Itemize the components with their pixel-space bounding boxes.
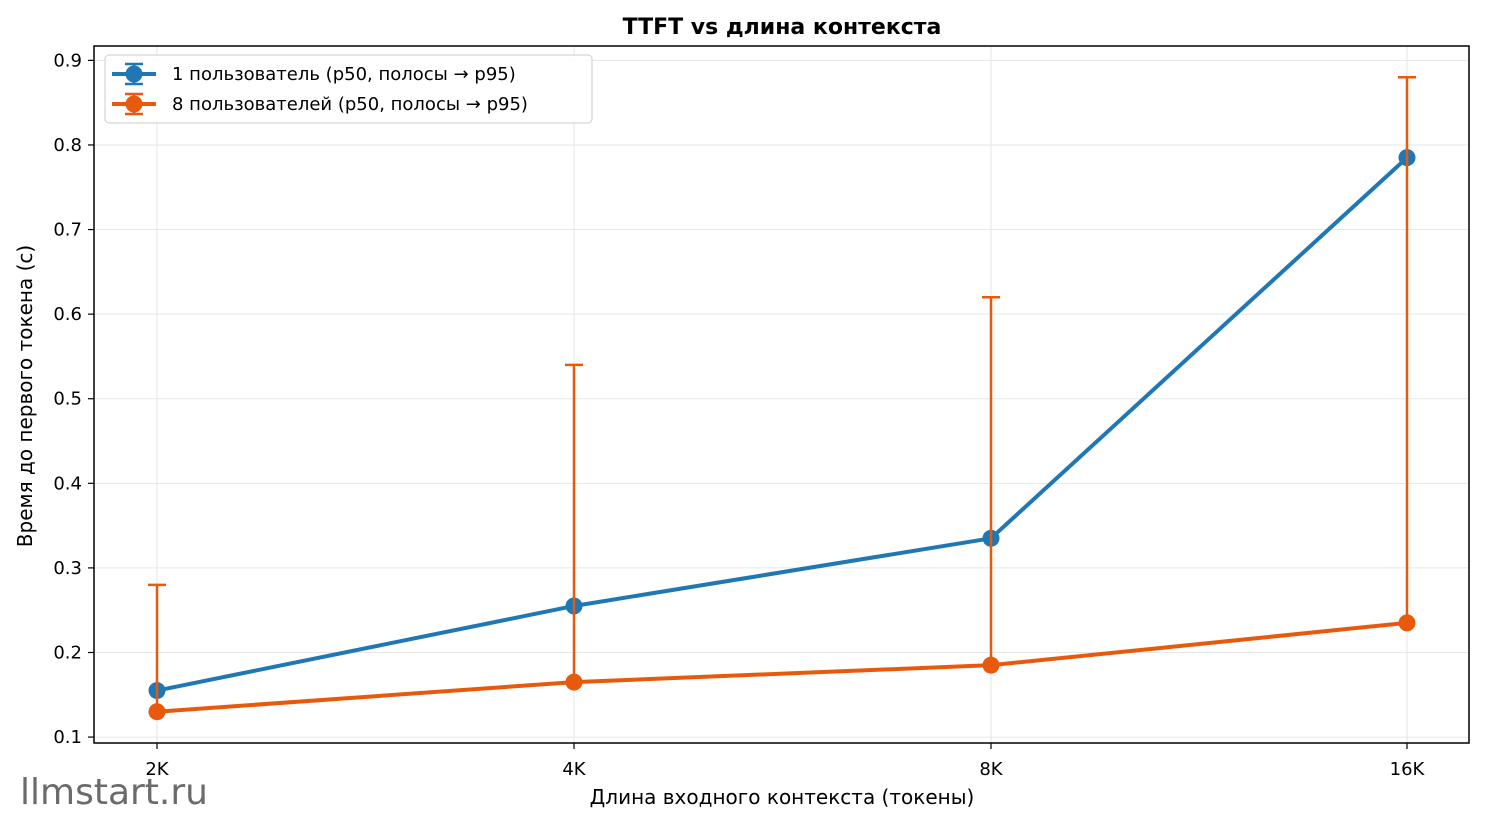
data-point <box>982 656 1000 674</box>
y-tick-label: 0.4 <box>53 473 82 494</box>
x-axis: 2K 4K 8K 16K <box>145 743 1426 780</box>
legend-box <box>104 54 593 124</box>
data-point <box>1398 614 1416 632</box>
legend: 1 пользователь (p50, полосы → p95) 8 пол… <box>104 54 593 124</box>
y-tick-label: 0.8 <box>53 135 82 156</box>
x-tick-label: 8K <box>979 759 1003 780</box>
legend-marker <box>125 65 143 83</box>
series-line <box>156 156 1409 693</box>
chart-title: TTFT vs длина контекста <box>623 15 942 40</box>
legend-label-8-users: 8 пользователей (p50, полосы → p95) <box>172 94 528 115</box>
x-tick-label: 16K <box>1390 759 1426 780</box>
x-tick-label: 2K <box>145 759 169 780</box>
series-line <box>156 620 1408 714</box>
y-tick-label: 0.5 <box>53 389 82 410</box>
y-tick-label: 0.9 <box>53 50 82 71</box>
legend-marker <box>125 95 143 113</box>
watermark: llmstart.ru <box>20 772 208 813</box>
y-tick-label: 0.3 <box>53 558 82 579</box>
legend-symbol-8-users <box>112 92 156 116</box>
legend-symbol-1-user <box>112 62 156 86</box>
data-point <box>565 673 583 691</box>
series-layer <box>148 76 1416 721</box>
y-axis-label: Время до первого токена (с) <box>13 245 37 547</box>
x-axis-label: Длина входного контекста (токены) <box>590 785 975 809</box>
x-tick-label: 4K <box>562 759 586 780</box>
y-axis: 0.1 0.2 0.3 0.4 0.5 0.6 0.7 0.8 0.9 <box>53 50 94 748</box>
y-tick-label: 0.7 <box>53 220 82 241</box>
y-tick-label: 0.2 <box>53 642 82 663</box>
y-tick-label: 0.6 <box>53 304 82 325</box>
y-tick-label: 0.1 <box>53 727 82 748</box>
plot-frame <box>93 45 1470 744</box>
series-8-users <box>148 76 1416 721</box>
data-point <box>148 703 166 721</box>
legend-label-1-user: 1 пользователь (p50, полосы → p95) <box>172 64 516 85</box>
